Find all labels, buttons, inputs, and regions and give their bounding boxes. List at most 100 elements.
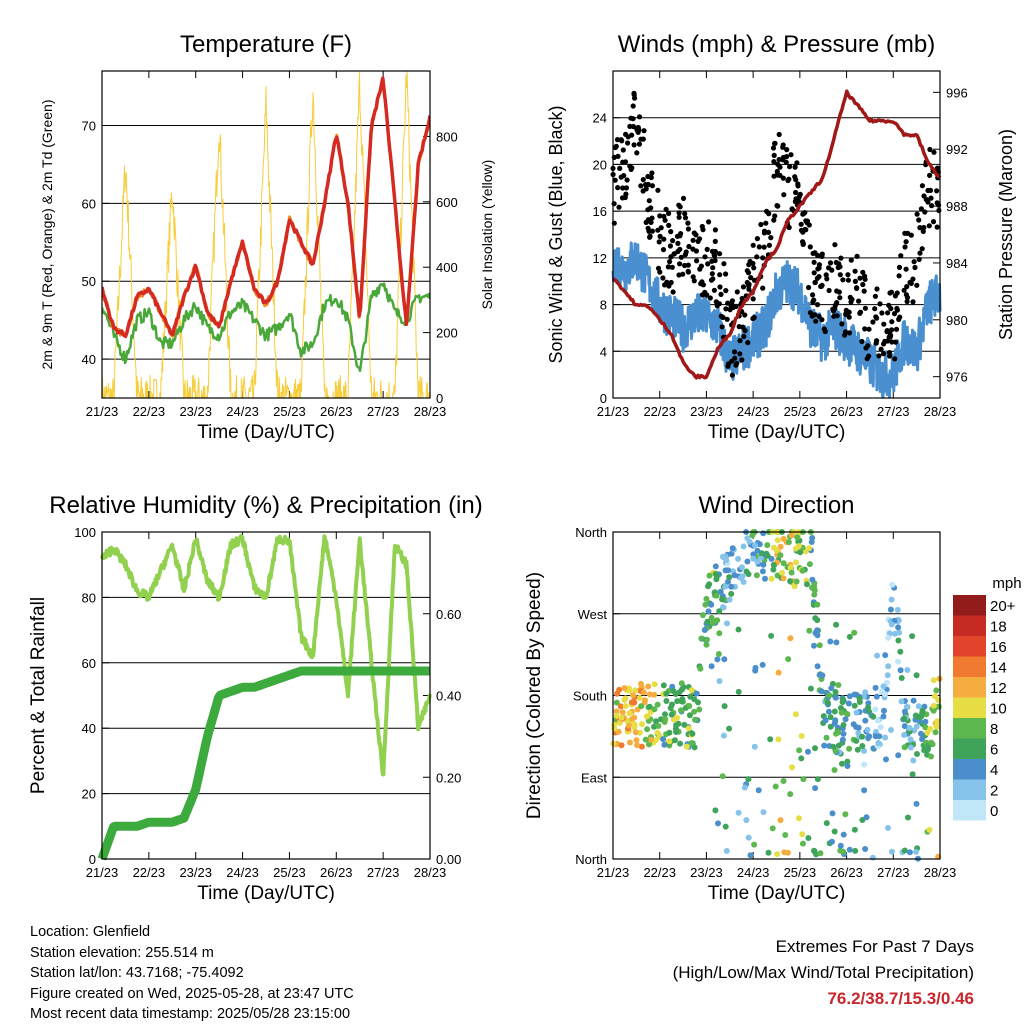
y-tick-label: East — [581, 770, 607, 785]
gust-point — [667, 259, 673, 265]
direction-point — [658, 716, 664, 723]
y2-tick-label: 992 — [946, 142, 968, 157]
direction-point — [774, 851, 781, 858]
x-tick-label: 27/23 — [367, 865, 400, 880]
direction-point — [654, 729, 661, 736]
legend-label: 16 — [990, 639, 1007, 656]
station-latlon: Station lat/lon: 43.7168; -75.4092 — [30, 965, 244, 981]
gust-point — [649, 170, 655, 176]
gust-point — [834, 300, 840, 306]
direction-point — [769, 825, 776, 832]
gust-point — [872, 293, 879, 299]
gust-point — [888, 332, 894, 338]
direction-point — [897, 648, 904, 655]
gust-point — [774, 203, 780, 209]
direction-point — [826, 692, 833, 699]
legend-swatch — [953, 615, 986, 636]
gust-point — [914, 211, 920, 217]
direction-point — [686, 703, 693, 709]
x-tick-label: 21/23 — [86, 865, 119, 880]
direction-point — [618, 714, 625, 721]
direction-point — [800, 840, 806, 847]
direction-point — [729, 545, 736, 552]
x-tick-label: 27/23 — [877, 865, 910, 880]
direction-point — [678, 680, 685, 687]
direction-point — [674, 698, 681, 705]
direction-point — [851, 702, 858, 709]
gust-point — [655, 187, 661, 193]
gust-point — [709, 271, 715, 277]
y2-tick-label: 0.00 — [436, 852, 461, 867]
direction-point — [859, 743, 866, 749]
gust-point — [813, 318, 819, 324]
direction-point — [845, 700, 852, 707]
gust-point — [923, 196, 929, 203]
direction-point — [919, 736, 926, 743]
gust-point — [892, 339, 899, 345]
gust-point — [898, 253, 904, 259]
direction-point — [840, 722, 847, 728]
gust-point — [860, 281, 866, 288]
direction-point — [840, 848, 847, 855]
direction-series — [610, 529, 943, 862]
gust-point — [614, 137, 621, 143]
direction-point — [646, 741, 653, 748]
direction-point — [789, 764, 795, 771]
direction-point — [889, 581, 896, 588]
direction-point — [885, 634, 892, 641]
direction-point — [636, 694, 643, 701]
plot-border — [612, 531, 941, 860]
x-tick-label: 27/23 — [877, 404, 910, 419]
direction-point — [712, 807, 719, 814]
gust-point — [783, 154, 790, 160]
direction-point — [812, 745, 818, 752]
gust-point — [739, 295, 745, 302]
direction-point — [864, 726, 871, 733]
y-tick-label: 80 — [82, 590, 96, 605]
x-axis-label: Time (Day/UTC) — [197, 883, 335, 904]
speed-legend: mph 20+ 18 16 14 12 10 8 6 4 2 0 — [953, 575, 1022, 821]
direction-point — [780, 535, 787, 542]
direction-point — [759, 568, 766, 575]
direction-point — [829, 838, 835, 845]
direction-point — [679, 686, 685, 693]
gust-point — [786, 224, 792, 231]
direction-point — [640, 689, 647, 696]
legend-label: 6 — [990, 742, 998, 759]
legend-label: 4 — [990, 762, 998, 779]
gust-point — [625, 140, 631, 146]
panel-2: Winds (mph) & Pressure (mb) 21/23 22/23 23/… — [546, 31, 1016, 443]
direction-point — [641, 699, 648, 706]
x-tick-label: 28/23 — [924, 865, 957, 880]
direction-point — [772, 783, 779, 790]
gust-point — [663, 206, 669, 212]
gust-point — [657, 213, 663, 219]
gust-point — [781, 192, 787, 198]
direction-point — [750, 555, 757, 562]
x-tick-label: 23/23 — [179, 865, 212, 880]
gust-point — [623, 191, 629, 197]
y2-tick-label: 800 — [436, 129, 458, 144]
direction-point — [850, 721, 857, 728]
direction-point — [805, 835, 812, 841]
gust-point — [734, 360, 740, 366]
gust-point — [831, 307, 837, 313]
direction-point — [615, 728, 622, 735]
gust-point — [914, 282, 920, 288]
direction-point — [915, 714, 922, 721]
direction-point — [661, 741, 668, 748]
direction-point — [770, 561, 777, 568]
direction-point — [728, 590, 735, 597]
direction-point — [913, 800, 920, 807]
gust-point — [886, 350, 893, 356]
y2-tick-label: 0 — [436, 391, 443, 406]
gust-point — [615, 185, 621, 191]
gust-point — [891, 311, 898, 317]
direction-point — [775, 736, 782, 743]
gust-point — [931, 149, 937, 155]
direction-point — [775, 669, 782, 676]
direction-point — [677, 740, 684, 747]
gust-point — [874, 286, 880, 292]
direction-point — [835, 742, 842, 749]
gust-point — [670, 238, 676, 244]
